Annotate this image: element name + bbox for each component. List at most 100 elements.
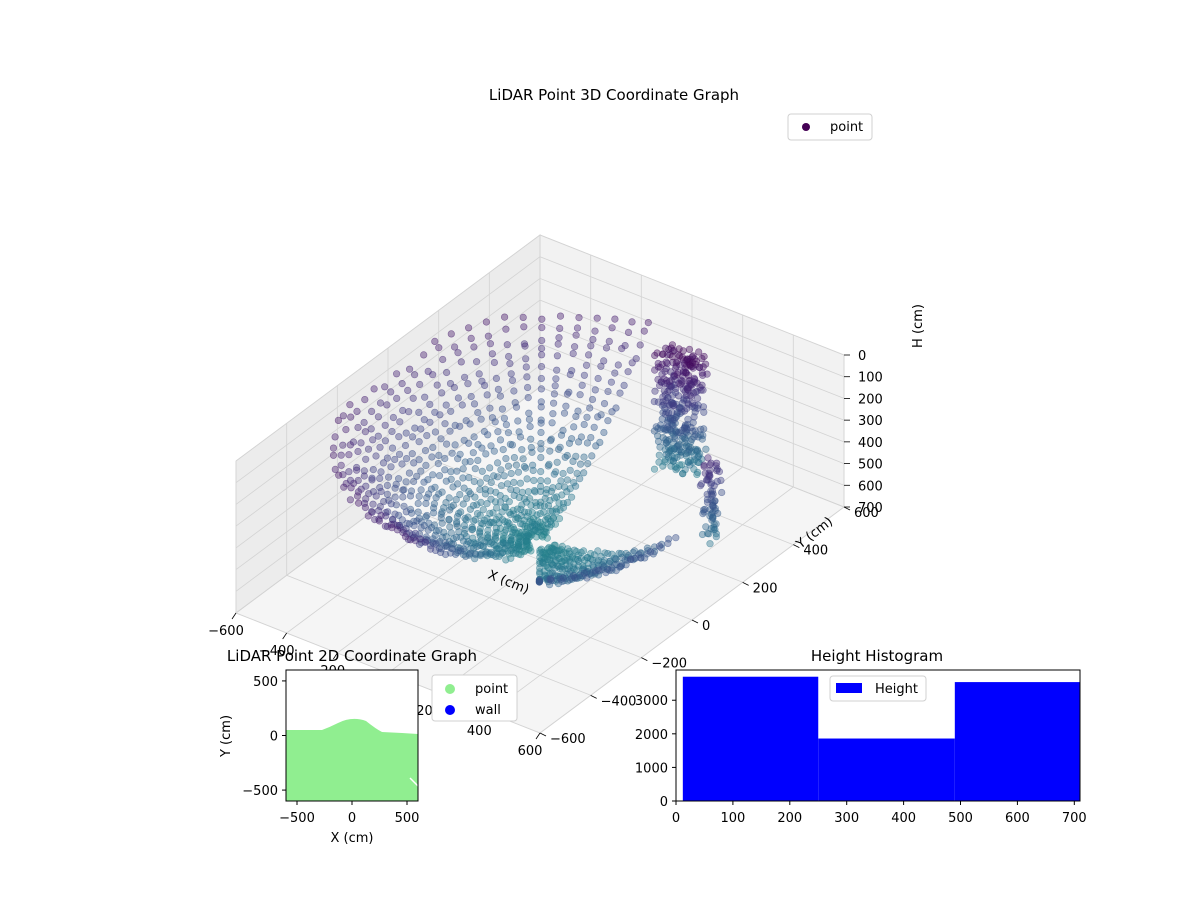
point-marker bbox=[448, 449, 456, 457]
x-tick-label: 600 bbox=[1005, 811, 1030, 826]
point-marker bbox=[413, 472, 421, 480]
point-marker bbox=[481, 490, 490, 498]
point-marker bbox=[435, 344, 443, 352]
point-marker bbox=[372, 492, 380, 500]
point-marker bbox=[517, 505, 525, 514]
point-marker bbox=[703, 495, 712, 504]
point-marker bbox=[424, 476, 432, 484]
point-marker bbox=[466, 457, 474, 466]
point-marker bbox=[650, 427, 659, 435]
point-marker bbox=[395, 450, 404, 458]
point-marker bbox=[403, 455, 411, 463]
point-marker bbox=[694, 404, 702, 412]
point-marker bbox=[712, 520, 720, 528]
point-marker bbox=[497, 466, 505, 474]
point-marker bbox=[435, 472, 444, 480]
point-marker bbox=[680, 407, 689, 415]
point-marker bbox=[584, 460, 592, 468]
point-marker bbox=[406, 365, 414, 373]
point-marker bbox=[544, 520, 552, 528]
point-marker bbox=[536, 568, 544, 576]
point-marker bbox=[676, 429, 684, 437]
point-marker bbox=[675, 441, 683, 449]
point-marker bbox=[406, 520, 414, 528]
point-marker bbox=[377, 487, 385, 496]
point-marker bbox=[561, 453, 569, 461]
point-marker bbox=[461, 373, 469, 381]
point-marker bbox=[570, 423, 578, 431]
point-marker bbox=[537, 374, 546, 383]
y-tick-label: 0 bbox=[702, 619, 710, 634]
point-marker bbox=[496, 498, 505, 506]
point-marker bbox=[402, 508, 410, 516]
point-marker bbox=[521, 342, 529, 350]
point-marker bbox=[686, 461, 694, 469]
point-marker bbox=[551, 382, 559, 390]
point-marker bbox=[470, 477, 478, 486]
point-marker bbox=[587, 342, 595, 350]
point-marker bbox=[451, 343, 459, 351]
point-marker bbox=[580, 469, 588, 477]
point-marker bbox=[703, 476, 711, 484]
point-marker bbox=[342, 426, 350, 434]
point-marker bbox=[457, 547, 465, 555]
point-marker bbox=[712, 459, 721, 467]
point-marker bbox=[628, 318, 636, 326]
point-marker bbox=[546, 437, 555, 445]
point-marker bbox=[442, 401, 450, 409]
point-marker bbox=[694, 458, 702, 466]
point-marker bbox=[678, 426, 686, 435]
point-marker bbox=[537, 403, 545, 411]
point-marker bbox=[437, 510, 445, 518]
point-marker bbox=[520, 323, 528, 331]
point-marker bbox=[431, 483, 439, 491]
point-marker bbox=[509, 506, 517, 515]
point-marker bbox=[494, 473, 502, 481]
y-tick-label: 500 bbox=[253, 675, 278, 690]
point-marker bbox=[385, 473, 393, 481]
point-marker bbox=[379, 459, 388, 467]
point-marker bbox=[423, 511, 431, 520]
grid-z-200 bbox=[235, 277, 845, 505]
point-marker bbox=[433, 381, 441, 389]
point-marker bbox=[369, 436, 377, 444]
point-marker bbox=[594, 374, 602, 383]
y-tick-label: 2000 bbox=[635, 728, 668, 743]
point-marker bbox=[706, 540, 714, 548]
point-marker bbox=[445, 516, 453, 524]
grid-z-300 bbox=[235, 299, 845, 527]
point-marker bbox=[707, 524, 715, 533]
point-marker bbox=[672, 534, 680, 542]
histogram-legend: Height bbox=[829, 675, 927, 702]
point-marker bbox=[706, 512, 714, 520]
point-marker bbox=[556, 324, 564, 333]
point-marker bbox=[476, 486, 484, 494]
point-marker bbox=[500, 414, 509, 422]
point-marker bbox=[461, 525, 469, 533]
point-marker bbox=[550, 390, 559, 398]
point-marker bbox=[558, 565, 567, 574]
x-tick-label: 0 bbox=[672, 811, 680, 826]
point-marker bbox=[452, 533, 461, 541]
point-marker bbox=[453, 467, 461, 475]
chart-3d-ticks: −600−400−2000200400600−600−400−200020040… bbox=[208, 349, 883, 759]
point-marker bbox=[676, 380, 684, 388]
point-marker bbox=[362, 455, 370, 463]
point-marker bbox=[510, 478, 518, 487]
point-marker bbox=[368, 508, 376, 516]
point-marker bbox=[611, 369, 619, 377]
point-marker bbox=[589, 335, 597, 344]
point-marker bbox=[417, 425, 425, 433]
point-marker bbox=[536, 502, 545, 510]
chart-2d-legend-marker-point bbox=[445, 684, 455, 694]
point-marker bbox=[502, 325, 510, 333]
point-marker bbox=[678, 353, 687, 361]
x-tick-label: 500 bbox=[948, 811, 973, 826]
point-marker bbox=[565, 439, 574, 447]
point-marker bbox=[451, 441, 459, 449]
point-marker bbox=[670, 402, 678, 410]
point-marker bbox=[370, 385, 378, 393]
point-marker bbox=[452, 496, 460, 504]
point-marker bbox=[674, 442, 682, 450]
point-marker bbox=[471, 555, 479, 563]
